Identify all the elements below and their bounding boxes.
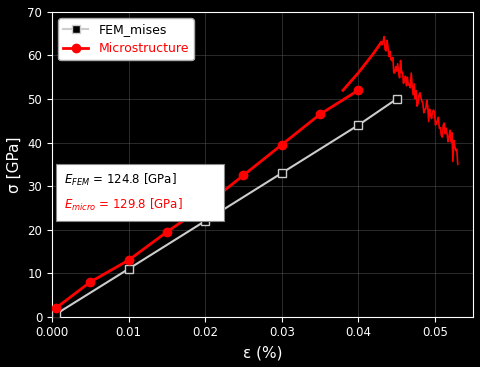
Microstructure <box>87 280 93 284</box>
FEM_mises <box>126 267 132 271</box>
Microstructure <box>317 112 323 116</box>
Microstructure <box>355 88 361 92</box>
FEM_mises <box>53 312 59 316</box>
Line: Microstructure: Microstructure <box>52 86 362 312</box>
Microstructure <box>126 258 132 262</box>
FEM_mises <box>202 219 208 223</box>
Y-axis label: σ [GPa]: σ [GPa] <box>7 136 22 193</box>
X-axis label: ε (%): ε (%) <box>243 345 282 360</box>
Text: $E_{micro}$ = 129.8 [GPa]: $E_{micro}$ = 129.8 [GPa] <box>63 197 182 213</box>
Microstructure <box>53 306 59 310</box>
Microstructure <box>279 142 285 147</box>
Line: FEM_mises: FEM_mises <box>52 95 401 318</box>
Microstructure <box>202 204 208 208</box>
FEM_mises <box>394 97 399 101</box>
Microstructure <box>240 173 246 178</box>
FEM_mises <box>355 123 361 127</box>
Microstructure <box>164 230 170 234</box>
FEM_mises <box>279 171 285 175</box>
FancyBboxPatch shape <box>56 164 224 221</box>
Legend: FEM_mises, Microstructure: FEM_mises, Microstructure <box>59 18 194 61</box>
Text: $E_{FEM}$ = 124.8 [GPa]: $E_{FEM}$ = 124.8 [GPa] <box>63 172 176 188</box>
